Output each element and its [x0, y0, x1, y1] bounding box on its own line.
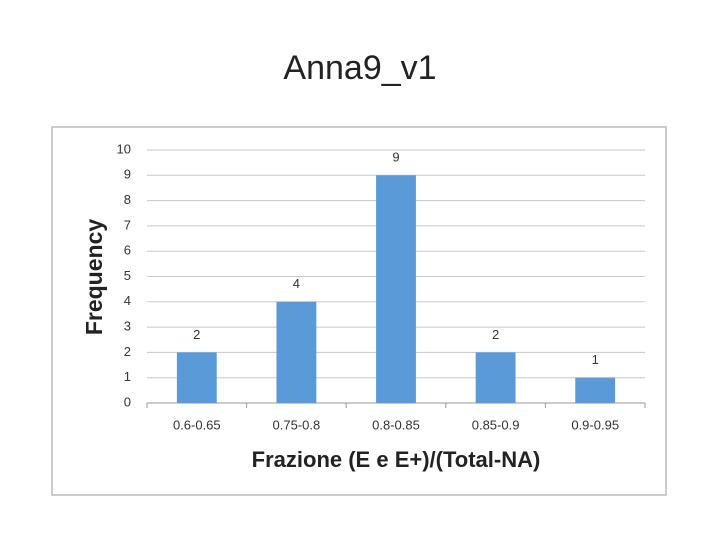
bar	[575, 377, 616, 403]
y-tick-label: 6	[124, 243, 131, 258]
x-tick-label: 0.8-0.85	[372, 417, 420, 432]
y-tick-label: 3	[124, 319, 131, 334]
y-tick-label: 8	[124, 192, 131, 207]
bar	[276, 301, 317, 403]
y-axis-label: Frequency	[81, 219, 107, 336]
chart-title: Anna9_v1	[283, 49, 436, 87]
data-label: 2	[492, 327, 499, 342]
y-tick-label: 1	[124, 369, 131, 384]
y-tick-label: 2	[124, 344, 131, 359]
bar	[176, 352, 217, 403]
y-tick-label: 0	[124, 394, 131, 409]
x-tick-label: 0.85-0.9	[472, 417, 520, 432]
x-tick-label: 0.9-0.95	[571, 417, 619, 432]
y-tick-label: 7	[124, 217, 131, 232]
data-label: 1	[592, 352, 599, 367]
data-label: 9	[392, 150, 399, 165]
data-label: 4	[293, 276, 300, 291]
bar	[475, 352, 516, 403]
x-tick-label: 0.75-0.8	[273, 417, 321, 432]
x-axis-label: Frazione (E e E+)/(Total-NA)	[252, 447, 541, 472]
y-tick-label: 10	[117, 141, 131, 156]
y-tick-label: 5	[124, 268, 131, 283]
data-label: 2	[193, 327, 200, 342]
x-tick-label: 0.6-0.65	[173, 417, 221, 432]
bar	[376, 175, 416, 403]
y-tick-label: 9	[124, 167, 131, 182]
y-tick-label: 4	[124, 293, 131, 308]
chart-frame	[51, 126, 667, 496]
